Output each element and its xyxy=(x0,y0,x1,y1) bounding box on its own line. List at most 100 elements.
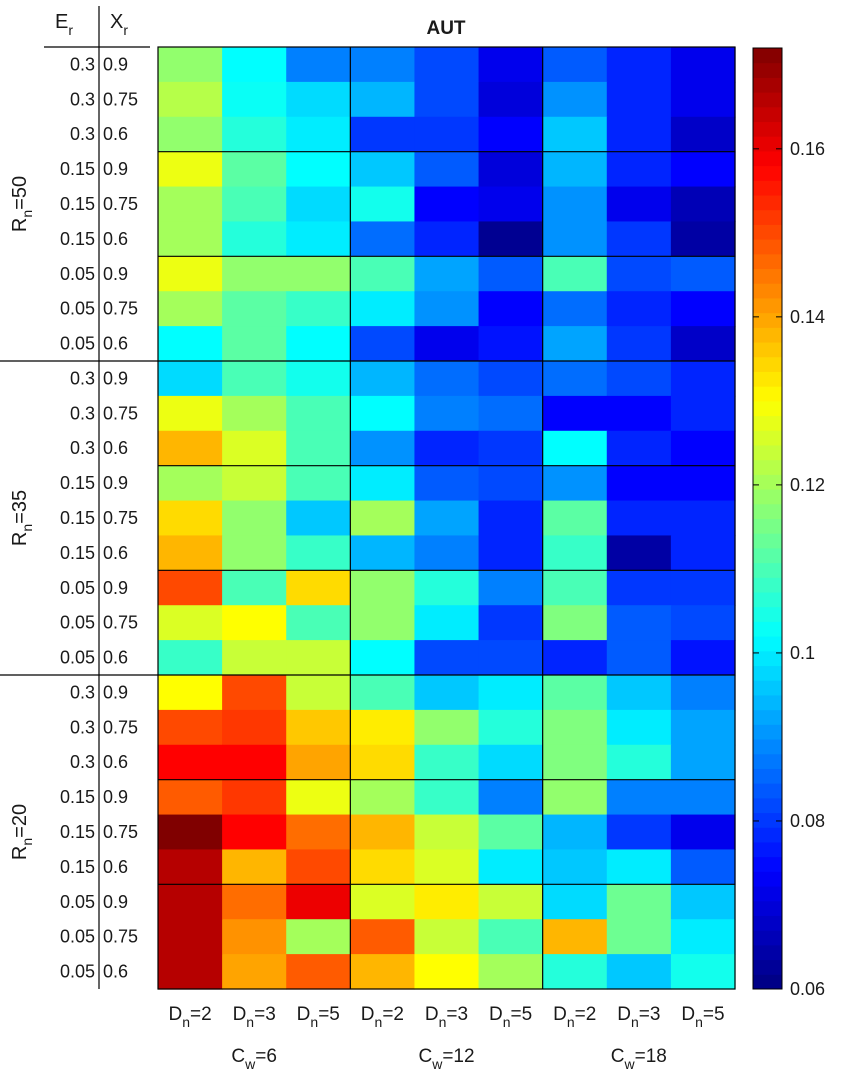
heatmap-cell xyxy=(414,640,480,676)
heatmap-cell xyxy=(670,186,736,223)
heatmap-cell xyxy=(222,221,287,257)
xr-row-label: 0.75 xyxy=(103,822,138,842)
colorbar-segment xyxy=(753,297,782,314)
er-row-label: 0.05 xyxy=(60,927,95,947)
rn-group-labels: Rn=50 Rn=35 Rn=20 xyxy=(9,176,35,860)
heatmap-cell xyxy=(414,814,480,851)
colorbar-tick-label: 0.06 xyxy=(790,979,825,999)
colorbar-segment xyxy=(753,283,782,299)
heatmap-cell xyxy=(414,430,480,467)
heatmap-cell xyxy=(478,326,544,362)
heatmap-cell xyxy=(478,256,544,292)
heatmap-cell xyxy=(478,954,544,990)
heatmap-cell xyxy=(606,47,672,83)
heatmap-cell xyxy=(286,81,351,118)
heatmap-cell xyxy=(350,116,416,153)
heatmap-cell xyxy=(158,570,223,606)
colorbar-segment xyxy=(753,577,782,593)
heatmap-cell xyxy=(478,221,544,257)
heatmap-cell xyxy=(286,256,351,292)
xr-row-label: 0.75 xyxy=(103,194,138,214)
colorbar-segment xyxy=(753,239,782,255)
xr-row-label: 0.6 xyxy=(103,962,128,982)
heatmap-cell xyxy=(670,151,736,188)
colorbar-segment xyxy=(753,944,782,961)
heatmap-cell xyxy=(350,779,416,816)
er-row-label: 0.05 xyxy=(60,613,95,633)
heatmap-cell xyxy=(414,151,480,188)
xr-row-label: 0.9 xyxy=(103,578,128,598)
heatmap-cell xyxy=(606,640,672,676)
xr-row-label: 0.6 xyxy=(103,543,128,563)
colorbar-border xyxy=(752,47,783,990)
heatmap-cell xyxy=(222,361,287,397)
heatmap-cell xyxy=(606,744,672,781)
heatmap-cell xyxy=(286,395,351,432)
heatmap-cell xyxy=(478,500,544,537)
column-label: Dn=3 xyxy=(425,1004,468,1030)
er-row-label: 0.15 xyxy=(60,857,95,877)
heatmap-cell xyxy=(350,605,416,641)
er-row-label: 0.3 xyxy=(70,54,95,74)
heatmap-cell xyxy=(414,570,480,606)
colorbar-tick-label: 0.14 xyxy=(790,307,825,327)
heatmap-cell xyxy=(414,500,480,537)
colorbar-segment xyxy=(753,812,782,828)
heatmap-cell xyxy=(222,779,287,816)
heatmap-cell xyxy=(286,116,351,153)
colorbar-segment xyxy=(753,253,782,270)
cw-group-label: Cw=12 xyxy=(418,1046,474,1072)
column-label: Dn=3 xyxy=(617,1004,660,1030)
xr-row-label: 0.9 xyxy=(103,368,128,388)
heatmap-cell xyxy=(414,326,480,362)
heatmap-cell xyxy=(414,47,480,83)
heatmap-cell xyxy=(414,744,480,781)
er-row-label: 0.3 xyxy=(70,752,95,772)
heatmap-cell xyxy=(670,361,736,397)
heatmap-cell xyxy=(542,430,608,467)
heatmap-cell xyxy=(158,675,223,711)
row-labels: 0.3 0.9 0.3 0.75 0.3 0.6 0.15 0.9 0.15 0.75 0.15 0.… xyxy=(60,54,138,981)
heatmap-cell xyxy=(606,954,672,990)
xr-row-label: 0.75 xyxy=(103,403,138,423)
heatmap-cell xyxy=(606,361,672,397)
heatmap-cell xyxy=(158,395,223,432)
heatmap-cell xyxy=(158,640,223,676)
xr-row-label: 0.6 xyxy=(103,857,128,877)
colorbar-segment xyxy=(753,459,782,475)
colorbar-segment xyxy=(753,680,782,696)
heatmap-cell xyxy=(158,116,223,153)
heatmap-cell xyxy=(414,779,480,816)
colorbar-segment xyxy=(753,959,782,975)
heatmap-cell xyxy=(286,640,351,676)
heatmap-cell xyxy=(350,814,416,851)
heatmap-cell xyxy=(542,47,608,83)
colorbar-segment xyxy=(753,930,782,946)
heatmap-cell xyxy=(350,744,416,781)
xr-header: Xr xyxy=(110,11,128,38)
heatmap-cell xyxy=(158,81,223,118)
heatmap-cell xyxy=(478,884,544,920)
colorbar-segment xyxy=(753,621,782,637)
xr-row-label: 0.9 xyxy=(103,473,128,493)
heatmap-cell xyxy=(222,256,287,292)
heatmap-cell xyxy=(222,744,287,781)
heatmap-cell xyxy=(414,81,480,118)
colorbar-segment xyxy=(753,650,782,667)
colorbar-segment xyxy=(753,180,782,196)
heatmap-cell xyxy=(606,709,672,746)
heatmap-cell xyxy=(478,570,544,606)
heatmap-cell xyxy=(542,535,608,571)
heatmap-cell xyxy=(286,465,351,502)
heatmap-cell xyxy=(286,186,351,223)
colorbar-segment xyxy=(753,562,782,578)
heatmap-cell xyxy=(606,256,672,292)
colorbar-segment xyxy=(753,753,782,769)
rn-group-label: Rn=50 xyxy=(9,176,35,232)
xr-row-label: 0.75 xyxy=(103,89,138,109)
er-row-label: 0.05 xyxy=(60,648,95,668)
heatmap-cell xyxy=(350,954,416,990)
colorbar-segment xyxy=(753,268,782,284)
heatmap-cell xyxy=(222,81,287,118)
colorbar-segment xyxy=(753,518,782,534)
